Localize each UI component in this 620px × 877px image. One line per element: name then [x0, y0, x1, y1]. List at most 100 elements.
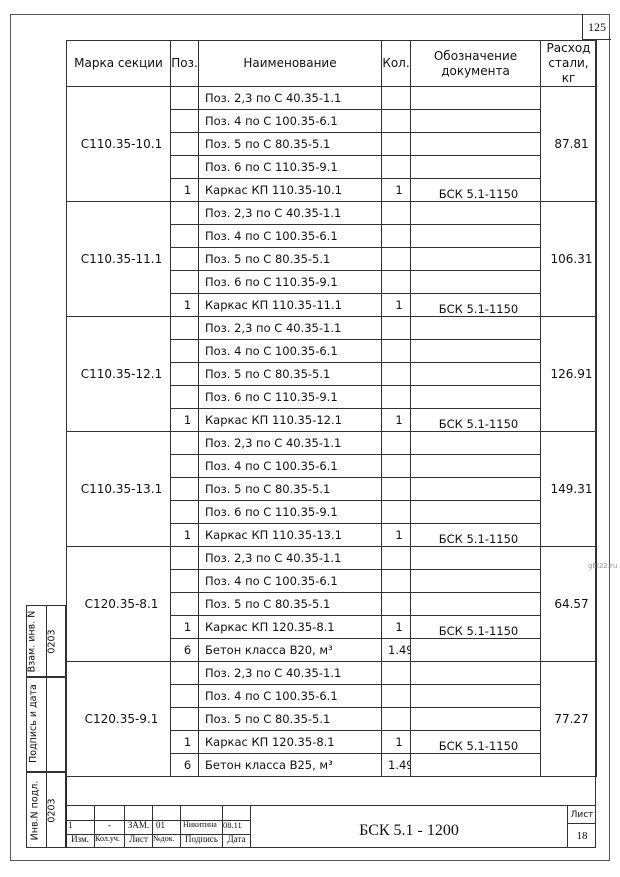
table-row: С120.35-8.1 Поз. 2,3 по С 40.35-1.1 64.57 — [66, 546, 597, 662]
section-mark: С110.35-10.1 — [66, 86, 171, 202]
tb-label-1: Кол.уч. — [94, 834, 124, 848]
name-cell: Поз. 2,3 по С 40.35-1.1 — [198, 86, 382, 110]
table-row: С110.35-13.1 Поз. 2,3 по С 40.35-1.1 149.3… — [66, 431, 597, 547]
document-cell: БСК 5.1-1150 — [410, 293, 541, 317]
quantity-cell — [381, 385, 411, 409]
quantity-cell — [381, 201, 411, 225]
quantity-cell — [381, 270, 411, 294]
document-cell — [410, 431, 541, 455]
stamp-orig-value: 0203 — [46, 798, 58, 823]
empty-area — [66, 772, 596, 805]
name-cell: Каркас КП 110.35-11.1 — [198, 293, 382, 317]
name-cell: Поз. 6 по С 110.35-9.1 — [198, 270, 382, 294]
steel-consumption: 149.31 — [540, 431, 597, 547]
position-cell — [170, 546, 199, 570]
name-cell: Поз. 6 по С 110.35-9.1 — [198, 385, 382, 409]
steel-consumption: 106.31 — [540, 201, 597, 317]
table-row: С120.35-9.1 Поз. 2,3 по С 40.35-1.1 77.27 — [66, 661, 597, 777]
stamp-sign: Подпись и дата — [26, 677, 66, 772]
document-cell — [410, 707, 541, 731]
position-cell: 1 — [170, 293, 199, 317]
table-row: 1 Каркас КП 110.35-10.1 1 БСК 5.1-1150 — [67, 178, 597, 202]
table-row: Поз. 4 по С 100.35-6.1 — [67, 454, 597, 478]
document-cell — [410, 316, 541, 340]
tb-val-1: - — [94, 820, 124, 834]
quantity-cell — [381, 500, 411, 524]
quantity-cell — [381, 224, 411, 248]
name-cell: Поз. 5 по С 80.35-5.1 — [198, 132, 382, 156]
position-cell — [170, 707, 199, 731]
position-cell — [170, 684, 199, 708]
position-cell — [170, 270, 199, 294]
document-code: БСК 5.1 - 1200 — [250, 806, 567, 848]
position-cell — [170, 316, 199, 340]
table-row: Поз. 4 по С 100.35-6.1 — [67, 569, 597, 593]
name-cell: Поз. 4 по С 100.35-6.1 — [198, 224, 382, 248]
position-cell — [170, 362, 199, 386]
document-cell — [410, 270, 541, 294]
table-row: Поз. 5 по С 80.35-5.1 — [67, 592, 597, 616]
quantity-cell — [381, 247, 411, 271]
position-cell: 1 — [170, 523, 199, 547]
table-row: С110.35-10.1 Поз. 2,3 по С 40.35-1.1 87.81 — [66, 86, 597, 202]
table-row: Поз. 4 по С 100.35-6.1 — [67, 109, 597, 133]
table-row: С110.35-12.1 Поз. 2,3 по С 40.35-1.1 126.9… — [66, 316, 597, 432]
section-mark: С110.35-12.1 — [66, 316, 171, 432]
stamp-replace: Взам. инв. N 0203 — [26, 605, 66, 677]
name-cell: Поз. 2,3 по С 40.35-1.1 — [198, 431, 382, 455]
name-cell: Поз. 5 по С 80.35-5.1 — [198, 247, 382, 271]
table-row: Поз. 6 по С 110.35-9.1 — [67, 270, 597, 294]
table-row: 1 Каркас КП 110.35-13.1 1 БСК 5.1-1150 — [67, 523, 597, 547]
position-cell — [170, 132, 199, 156]
position-cell: 1 — [170, 408, 199, 432]
document-cell — [410, 546, 541, 570]
steel-consumption: 77.27 — [540, 661, 597, 777]
document-cell — [410, 155, 541, 179]
document-cell — [410, 201, 541, 225]
document-cell: БСК 5.1-1150 — [410, 523, 541, 547]
name-cell: Поз. 6 по С 110.35-9.1 — [198, 155, 382, 179]
stamp-replace-value: 0203 — [46, 629, 58, 654]
quantity-cell — [381, 339, 411, 363]
tb-label-5: Дата — [222, 834, 250, 848]
position-cell — [170, 247, 199, 271]
quantity-cell: 1 — [381, 293, 411, 317]
page-frame — [10, 14, 610, 861]
quantity-cell: 1 — [381, 523, 411, 547]
table-row: Поз. 5 по С 80.35-5.1 — [67, 477, 597, 501]
document-cell — [410, 661, 541, 685]
name-cell: Поз. 5 по С 80.35-5.1 — [198, 477, 382, 501]
quantity-cell — [381, 155, 411, 179]
name-cell: Поз. 4 по С 100.35-6.1 — [198, 109, 382, 133]
steel-consumption: 87.81 — [540, 86, 597, 202]
header-row: Марка секции Поз. Наименование Кол. Обоз… — [66, 40, 597, 87]
position-cell: 6 — [170, 638, 199, 662]
name-cell: Поз. 4 по С 100.35-6.1 — [198, 454, 382, 478]
document-cell — [410, 684, 541, 708]
quantity-cell — [381, 86, 411, 110]
sheet-label: Лист — [567, 806, 596, 823]
document-cell — [410, 339, 541, 363]
document-cell — [410, 477, 541, 501]
name-cell: Бетон класса В25, м³ — [198, 753, 382, 777]
name-cell: Каркас КП 110.35-10.1 — [198, 178, 382, 202]
document-cell — [410, 500, 541, 524]
position-cell — [170, 431, 199, 455]
document-cell — [410, 109, 541, 133]
section-mark: С110.35-11.1 — [66, 201, 171, 317]
document-cell: БСК 5.1-1150 — [410, 730, 541, 754]
tb-label-2: Лист — [124, 834, 152, 848]
document-cell: БСК 5.1-1150 — [410, 408, 541, 432]
quantity-cell: 1.49 — [381, 753, 411, 777]
quantity-cell: 1 — [381, 178, 411, 202]
quantity-cell — [381, 109, 411, 133]
quantity-cell — [381, 316, 411, 340]
stamp-orig-label: Инв.N подл. — [29, 780, 41, 841]
tb-val-5: 08.11 — [222, 820, 250, 834]
stamp-orig: Инв.N подл. 0203 — [26, 772, 66, 848]
name-cell: Поз. 5 по С 80.35-5.1 — [198, 592, 382, 616]
document-cell — [410, 86, 541, 110]
table-row: 1 Каркас КП 110.35-11.1 1 БСК 5.1-1150 — [67, 293, 597, 317]
quantity-cell — [381, 431, 411, 455]
